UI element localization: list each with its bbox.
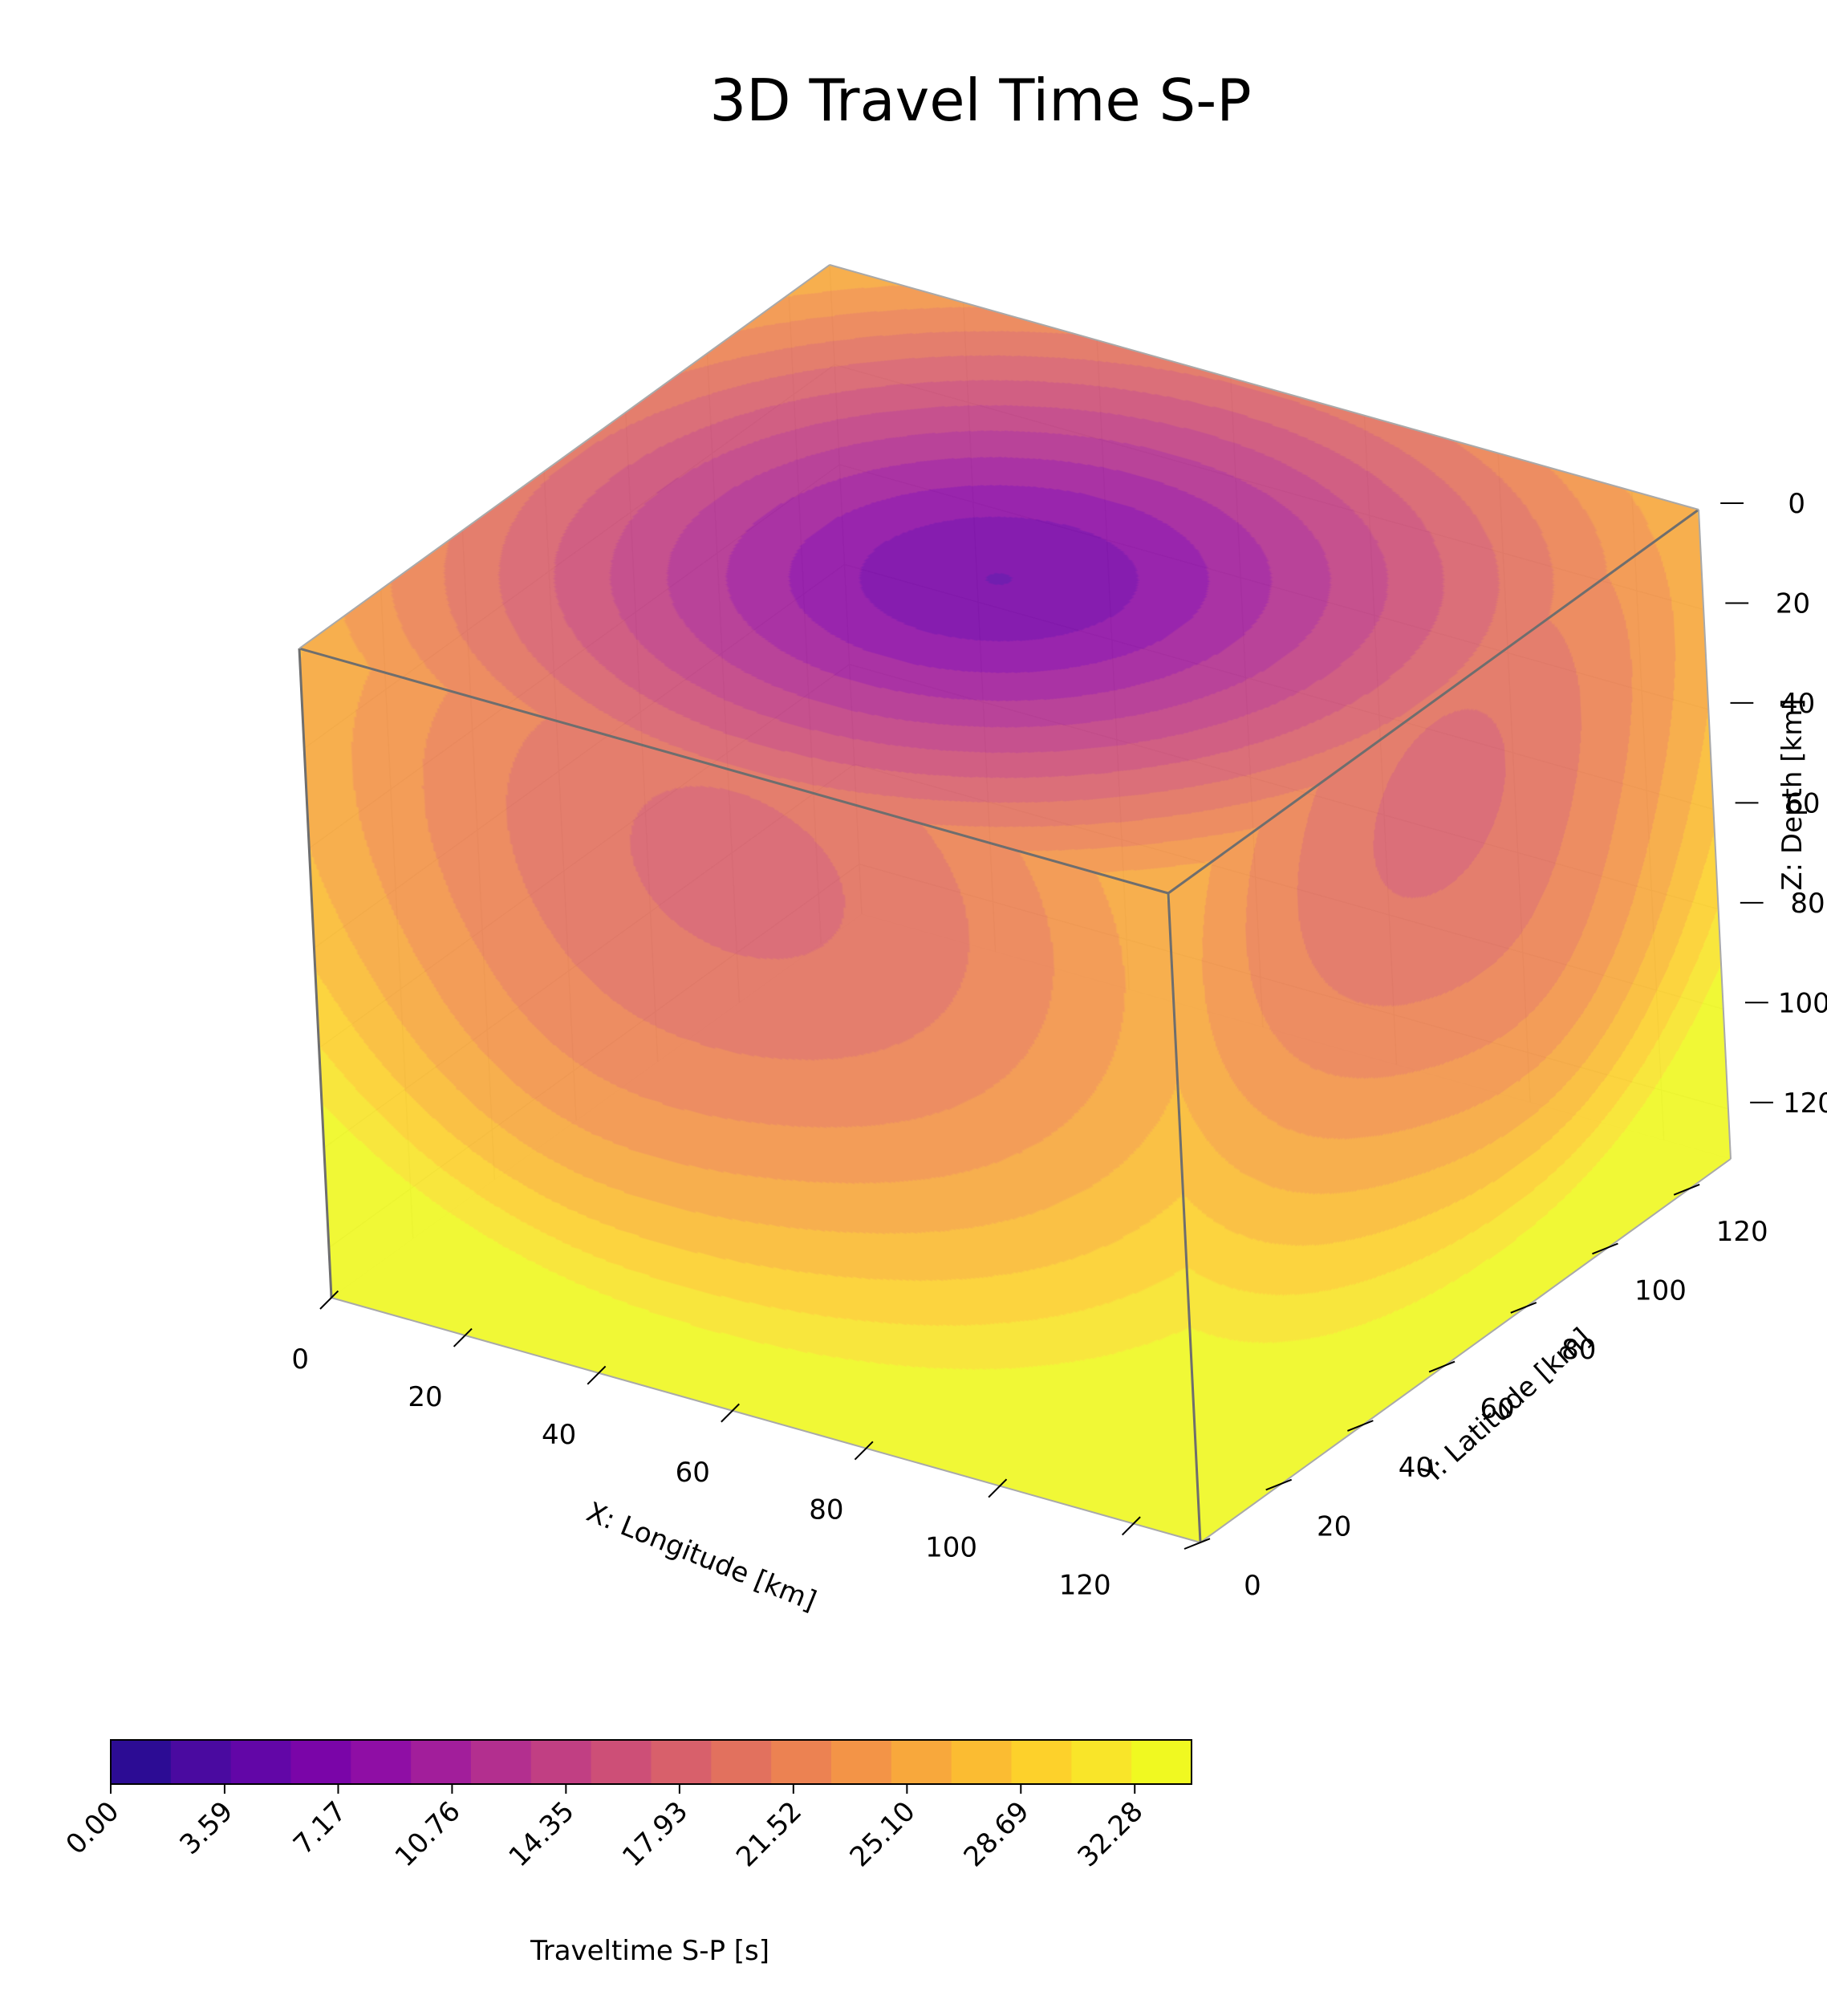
pane-edge [331,1297,1201,1543]
x-axis-label: X: Longitude [km] [582,1496,821,1617]
y-axis-tick-label: 0 [1244,1570,1261,1602]
x-axis-tick-label: 80 [809,1494,843,1526]
y-axis-tick [1510,1302,1537,1314]
colorbar-band [771,1740,832,1784]
pane-edge [298,264,830,649]
x-axis-tick [453,1327,473,1347]
x-axis-tick-label: 100 [925,1532,977,1564]
colorbar-band [711,1740,772,1784]
y-axis-tick [1673,1184,1700,1196]
colorbar-tick-label: 10.76 [389,1795,467,1873]
pane-edge [829,264,1699,510]
colorbar-tick-label: 25.10 [844,1795,922,1873]
y-axis-tick [1592,1242,1618,1255]
colorbar: 0.00 3.59 7.17 10.76 14.35 17.93 21.52 25.10 28.… [60,1739,1192,1873]
colorbar-band [891,1740,952,1784]
axis-ticks: 0 20 40 60 80 100 120 0 20 40 60 80 100 120 0 20 40 60 80 1… [291,488,1827,1602]
colorbar-band [1011,1740,1072,1784]
pane-edge [1698,509,1732,1160]
colorbar-tick-label: 3.59 [173,1795,239,1861]
volume-faces [299,265,1731,1542]
colorbar-band [111,1740,172,1784]
y-axis-tick-label: 40 [1399,1452,1433,1484]
z-axis-tick-label: 120 [1783,1087,1827,1120]
colorbar-band [951,1740,1012,1784]
colorbar-label: Traveltime S-P [s] [530,1935,769,1967]
colorbar-band [831,1740,892,1784]
colorbar-frame [110,1739,1192,1785]
colorbar-band [651,1740,712,1784]
z-axis-tick-label: 80 [1790,888,1825,920]
colorbar-band [591,1740,652,1784]
colorbar-band [1131,1740,1192,1784]
z-axis-tick-label: 100 [1778,987,1827,1019]
colorbar-band [411,1740,472,1784]
x-axis-tick [988,1478,1008,1498]
z-axis-label: Z: Depth [km] [1776,698,1809,890]
chart-title: 3D Travel Time S-P [709,67,1251,134]
colorbar-tick-label: 28.69 [958,1795,1036,1873]
x-axis-tick [721,1403,740,1423]
x-axis-tick-label: 60 [676,1457,710,1489]
colorbar-band [351,1740,412,1784]
colorbar-tick-label: 7.17 [287,1795,353,1861]
x-axis-tick-label: 120 [1059,1570,1111,1602]
pane-edge [1200,1158,1732,1543]
colorbar-band [230,1740,291,1784]
y-axis-tick [1347,1420,1374,1432]
x-axis-tick [854,1441,874,1461]
z-axis-tick-label: 60 [1785,787,1820,819]
x-axis-tick [587,1365,607,1385]
colorbar-tick-label: 17.93 [616,1795,694,1873]
colorbar-tick-label: 21.52 [730,1795,808,1873]
y-axis-tick [1183,1538,1211,1550]
colorbar-band [530,1740,592,1784]
colorbar-band [1071,1740,1132,1784]
x-axis-tick [1121,1516,1141,1536]
colorbar-tick-label: 32.28 [1071,1795,1149,1873]
colorbar-band [471,1740,532,1784]
colorbar-band [290,1740,351,1784]
x-axis-tick-label: 40 [542,1419,576,1451]
x-axis-tick-label: 0 [291,1343,309,1376]
y-axis-tick-label: 20 [1317,1510,1351,1542]
box-edge [298,647,1169,895]
box-edges [298,264,1732,1543]
z-axis-tick-label: 40 [1780,688,1815,720]
box-edge [1167,892,1202,1543]
y-axis-tick-label: 120 [1716,1216,1768,1248]
z-axis-tick-label: 0 [1788,488,1805,520]
y-axis-tick-label: 80 [1561,1334,1596,1366]
x-axis-tick-label: 20 [408,1381,442,1413]
colorbar-band [170,1740,232,1784]
z-axis-tick-label: 20 [1776,587,1810,620]
y-axis-tick [1265,1478,1293,1491]
y-axis-tick [1428,1360,1456,1373]
box-edge [1167,508,1699,895]
y-axis-tick-label: 100 [1634,1274,1687,1307]
y-axis-tick-label: 60 [1480,1392,1514,1425]
x-axis-tick [319,1290,339,1310]
colorbar-tick-label: 0.00 [60,1795,126,1861]
box-edge [298,648,333,1299]
colorbar-tick-label: 14.35 [503,1795,581,1873]
